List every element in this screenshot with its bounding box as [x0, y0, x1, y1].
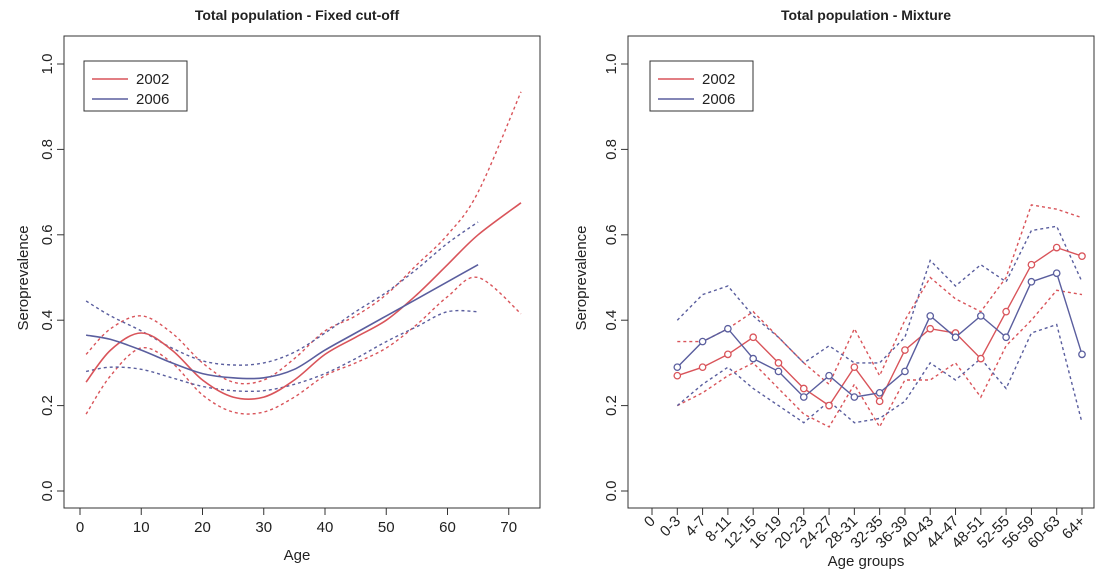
chart-fixed-cutoff: Total population - Fixed cut-off 0.00.20…: [15, 7, 541, 564]
series-2006-lower-bound: [676, 323, 1083, 424]
series-2002-point: [774, 359, 783, 367]
x-tick-label: 64+: [1059, 513, 1089, 543]
series-2002-lower-bound: [85, 276, 522, 415]
series-2002-line: [85, 202, 522, 400]
y-axis-label: Seroprevalence: [15, 225, 32, 330]
series-2002-point: [799, 384, 808, 393]
series-2006-point: [1052, 269, 1061, 278]
confidence-bands: [85, 91, 522, 415]
series-2002-lower-bound: [676, 289, 1083, 429]
legend: 2002 2006: [649, 60, 754, 112]
y-tick-label: 0.6: [39, 224, 56, 245]
series-2006-point: [774, 367, 783, 376]
y-tick-label: 1.0: [603, 54, 620, 75]
series-2006-point: [799, 393, 808, 401]
series-lines: [85, 202, 522, 400]
x-tick-label: 40: [317, 519, 334, 536]
series-2006-point: [976, 312, 985, 320]
y-axis-label: Seroprevalence: [573, 225, 590, 330]
series-lines: [673, 243, 1086, 410]
x-tick-label: 0: [76, 519, 84, 536]
series-2006-point: [698, 337, 707, 346]
legend-label-2006: 2006: [702, 91, 735, 108]
series-2002-point: [926, 324, 935, 333]
series-2002-point: [1052, 243, 1061, 252]
series-2006-line: [85, 263, 479, 380]
legend-label-2002: 2002: [702, 71, 735, 88]
x-tick-label: 0-3: [657, 513, 684, 540]
chart-mixture: Total population - Mixture 0.0 0.2 0.4 0.6 0…: [573, 7, 1095, 570]
axes: 0.0 0.2 0.4 0.6 0.8 1.0 0 10 20 30 40 50 60 70: [39, 54, 517, 536]
series-2006-point: [1027, 277, 1036, 286]
x-tick-label: 70: [500, 519, 517, 536]
series-2006-point: [673, 363, 682, 372]
confidence-bands: [676, 204, 1083, 429]
x-axis-label: Age: [284, 547, 311, 564]
y-tick-label: 0.8: [39, 139, 56, 160]
series-2002-point: [724, 350, 732, 359]
plot-frame: [63, 35, 541, 509]
series-2002-upper-bound: [677, 204, 1083, 386]
series-2002-point: [875, 397, 884, 406]
legend-label-2002: 2002: [136, 71, 169, 88]
series-2002-point: [850, 363, 859, 372]
legend-box: [83, 60, 188, 112]
x-tick-label: 30: [255, 519, 272, 536]
series-2002-line: [677, 246, 1083, 407]
y-tick-label: 0.2: [39, 395, 56, 416]
series-2002-point: [749, 333, 758, 342]
series-2002-point: [1027, 260, 1036, 269]
axes: 0.00.20.40.60.81.000-34-78-1112-1516-192…: [603, 54, 1089, 552]
series-2006-point: [724, 324, 732, 333]
series-2006-point: [926, 312, 935, 320]
x-tick-label: 50: [378, 519, 395, 536]
y-tick-label: 0.8: [603, 139, 620, 160]
x-axis-label: Age groups: [828, 553, 905, 570]
series-2006-point: [749, 354, 758, 363]
series-2006-point: [951, 333, 960, 342]
y-tick-label: 0.2: [603, 395, 620, 416]
y-tick-label: 0.0: [39, 481, 56, 502]
series-2006-point: [850, 393, 859, 401]
legend-label-2006: 2006: [136, 91, 169, 108]
y-tick-label: 0.4: [603, 310, 620, 331]
chart-title: Total population - Fixed cut-off: [195, 7, 400, 23]
y-tick-label: 0.4: [39, 310, 56, 331]
series-2006-point: [825, 371, 833, 380]
series-2006-point: [875, 388, 884, 397]
x-tick-label: 10: [133, 519, 150, 536]
series-2006-upper-bound: [676, 225, 1083, 364]
series-2002-point: [698, 363, 707, 372]
y-tick-label: 1.0: [39, 54, 56, 75]
series-2002-point: [1078, 252, 1086, 260]
x-tick-label: 60: [439, 519, 456, 536]
series-2006-point: [1078, 350, 1086, 359]
series-2006-line: [676, 272, 1083, 399]
series-2006-point: [1002, 333, 1010, 342]
legend-box: [649, 60, 754, 112]
series-2006-point: [901, 367, 909, 376]
series-2002-point: [976, 354, 985, 363]
series-2002-point: [1002, 307, 1010, 316]
y-tick-label: 0.6: [603, 224, 620, 245]
y-tick-label: 0.0: [603, 481, 620, 502]
x-tick-label: 20: [194, 519, 211, 536]
series-2006-upper-bound: [85, 221, 479, 366]
series-2002-upper-bound: [85, 91, 522, 385]
legend: 2002 2006: [83, 60, 188, 112]
plot-frame: [627, 35, 1095, 509]
series-2002-point: [901, 346, 909, 354]
chart-title: Total population - Mixture: [781, 7, 951, 23]
series-2002-point: [673, 371, 682, 380]
series-2002-point: [825, 401, 833, 410]
